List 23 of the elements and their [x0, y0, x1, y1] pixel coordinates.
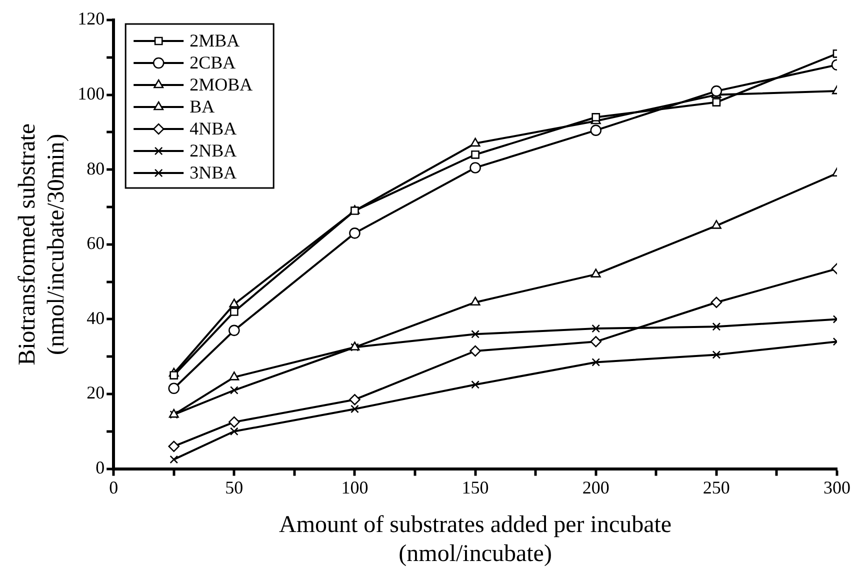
x-tick-label: 50	[225, 477, 244, 498]
y-tick-label: 100	[78, 84, 105, 104]
legend-label: BA	[190, 96, 215, 117]
y-tick-label: 40	[86, 308, 105, 328]
x-tick-label: 150	[462, 477, 489, 498]
y-tick-label: 0	[96, 458, 105, 478]
legend-label: 4NBA	[190, 118, 237, 139]
legend-label: 3NBA	[190, 162, 237, 183]
y-tick-label: 80	[86, 158, 105, 178]
legend-label: 2CBA	[190, 52, 236, 73]
x-axis-title: Amount of substrates added per incubate (nmol/incubate)	[279, 512, 672, 567]
x-tick-label: 200	[582, 477, 610, 498]
y-axis-title: Biotransformed substrate (nmol/incubate/30min)	[14, 123, 70, 366]
y-tick-label: 120	[78, 8, 105, 29]
x-tick-label: 250	[702, 477, 730, 498]
x-tick-label: 0	[109, 477, 118, 498]
y-tick-label: 60	[86, 233, 105, 254]
x-tick-label: 100	[341, 477, 368, 498]
legend-label: 2MBA	[190, 30, 240, 51]
y-tick-label: 20	[86, 382, 105, 403]
legend-label: 2MOBA	[190, 74, 253, 95]
legend-label: 2NBA	[190, 140, 237, 161]
x-tick-label: 300	[824, 477, 850, 498]
